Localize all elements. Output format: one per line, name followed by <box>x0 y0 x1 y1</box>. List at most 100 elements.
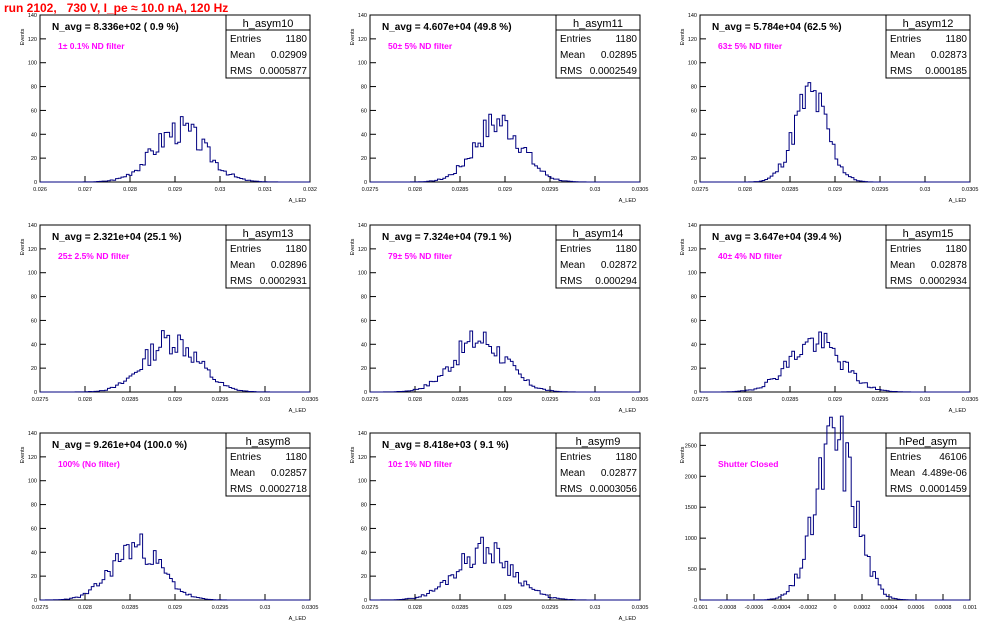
x-tick-label: 0.029 <box>498 187 512 193</box>
panel-h_asym11: 0 20 40 60 80 100 120 140 0.0275 0.028 0.0285 0.029… <box>350 13 648 204</box>
y-axis-label: Events <box>20 28 26 45</box>
y-tick-label: 60 <box>691 318 697 324</box>
navg-label: N_avg = 3.647e+04 (39.4 %) <box>712 232 842 243</box>
y-tick-label: 100 <box>688 271 697 277</box>
x-tick-label: 0.028 <box>738 187 752 193</box>
stats-box <box>555 239 641 289</box>
x-tick-label: 0.0285 <box>122 605 139 611</box>
y-tick-label: 100 <box>688 61 697 67</box>
x-tick-label: 0.0275 <box>362 187 379 193</box>
x-tick-label: 0.0275 <box>692 187 709 193</box>
x-tick-label: 0 <box>833 605 836 611</box>
stats-box <box>885 447 971 497</box>
x-tick-label: 0.0002 <box>854 605 871 611</box>
navg-box <box>43 19 205 33</box>
x-tick-label: 0.029 <box>828 187 842 193</box>
stats-label: Mean <box>230 50 255 61</box>
y-axis-label: Events <box>350 446 356 463</box>
x-tick-label: 0.026 <box>33 187 47 193</box>
stats-value: 0.02878 <box>931 260 968 271</box>
x-tick-label: 0.0275 <box>32 397 49 403</box>
y-tick-label: 80 <box>31 85 37 91</box>
stats-label: Entries <box>230 244 261 255</box>
y-axis-label: Events <box>680 28 686 45</box>
navg-label: N_avg = 9.261e+04 (100.0 %) <box>52 440 187 451</box>
navg-box <box>373 229 535 243</box>
x-axis-label: A_LED <box>289 408 306 414</box>
panel-h_asym10: 0 20 40 60 80 100 120 140 0.026 0.027 0.028 0.029 0.… <box>20 13 317 204</box>
x-tick-label: -0.0006 <box>745 605 764 611</box>
stats-value: 0.02872 <box>601 260 638 271</box>
navg-box <box>43 437 205 451</box>
x-tick-label: 0.028 <box>408 187 422 193</box>
y-tick-label: 2500 <box>685 443 697 449</box>
y-tick-label: 2000 <box>685 474 697 480</box>
y-tick-label: 20 <box>31 366 37 372</box>
x-tick-label: 0.0285 <box>782 187 799 193</box>
stats-label: RMS <box>230 484 253 495</box>
y-tick-label: 0 <box>34 180 37 186</box>
y-tick-label: 40 <box>691 132 697 138</box>
y-tick-label: 60 <box>691 108 697 114</box>
y-tick-label: 20 <box>691 366 697 372</box>
navg-label: N_avg = 8.336e+02 ( 0.9 %) <box>52 22 179 33</box>
stats-label: Entries <box>230 34 261 45</box>
y-tick-label: 0 <box>34 598 37 604</box>
stats-box <box>225 239 311 289</box>
y-tick-label: 1000 <box>685 536 697 542</box>
y-tick-label: 0 <box>34 390 37 396</box>
stats-value: 46106 <box>939 452 967 463</box>
y-tick-label: 0 <box>694 598 697 604</box>
y-tick-label: 120 <box>358 37 367 43</box>
stats-value: 1180 <box>615 34 637 45</box>
stats-box <box>555 447 641 497</box>
x-axis-label: A_LED <box>619 198 636 204</box>
x-tick-label: 0.0285 <box>452 187 469 193</box>
histogram-line <box>700 82 970 183</box>
y-tick-label: 140 <box>358 13 367 19</box>
stats-label: RMS <box>560 276 583 287</box>
x-tick-label: -0.0008 <box>718 605 737 611</box>
x-tick-label: 0.032 <box>303 187 317 193</box>
panel-h_asym14: 0 20 40 60 80 100 120 140 0.0275 0.028 0.0285 0.029… <box>350 223 648 414</box>
stats-label: Mean <box>230 468 255 479</box>
stats-box <box>555 29 641 79</box>
y-tick-label: 40 <box>31 550 37 556</box>
panel-h_asym8: 0 20 40 60 80 100 120 140 0.0275 0.028 0.0285 0.029… <box>20 431 318 622</box>
x-axis-label: A_LED <box>949 408 966 414</box>
x-tick-label: 0.0275 <box>362 397 379 403</box>
navg-label: N_avg = 8.418e+03 ( 9.1 %) <box>382 440 509 451</box>
x-tick-label: -0.0004 <box>772 605 791 611</box>
stats-label: Entries <box>560 244 591 255</box>
y-tick-label: 0 <box>694 390 697 396</box>
histogram-line <box>370 536 640 601</box>
x-tick-label: 0.0305 <box>302 397 319 403</box>
x-axis-label: A_LED <box>619 616 636 622</box>
y-tick-label: 0 <box>364 390 367 396</box>
y-tick-label: 40 <box>31 132 37 138</box>
x-tick-label: 0.029 <box>168 187 182 193</box>
stats-value: 1180 <box>285 452 307 463</box>
histogram-name: h_asym12 <box>903 18 954 30</box>
x-tick-label: 0.0295 <box>872 187 889 193</box>
y-tick-label: 1500 <box>685 505 697 511</box>
stats-value: 0.02877 <box>601 468 638 479</box>
stats-box <box>885 29 971 79</box>
stats-value: 0.0002934 <box>920 276 968 287</box>
stats-label: Mean <box>890 468 915 479</box>
y-axis-label: Events <box>20 238 26 255</box>
y-tick-label: 140 <box>358 431 367 437</box>
y-tick-label: 100 <box>28 61 37 67</box>
y-tick-label: 40 <box>361 342 367 348</box>
stats-label: RMS <box>890 484 913 495</box>
y-tick-label: 0 <box>364 180 367 186</box>
x-tick-label: 0.0275 <box>32 605 49 611</box>
x-axis-label: A_LED <box>949 198 966 204</box>
y-tick-label: 60 <box>31 318 37 324</box>
y-tick-label: 20 <box>691 156 697 162</box>
x-tick-label: -0.0002 <box>799 605 818 611</box>
x-tick-label: 0.0295 <box>872 397 889 403</box>
y-tick-label: 60 <box>31 108 37 114</box>
navg-box <box>43 229 205 243</box>
y-axis-label: Events <box>20 446 26 463</box>
